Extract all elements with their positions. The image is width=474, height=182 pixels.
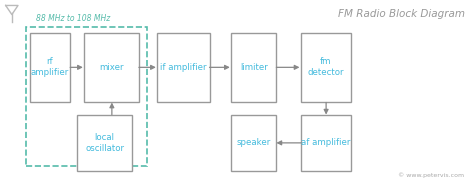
Bar [26,27,147,166]
Bar [231,115,276,171]
Bar [30,33,70,102]
Text: limiter: limiter [240,63,268,72]
Bar [77,115,132,171]
Text: FM Radio Block Diagram: FM Radio Block Diagram [337,9,465,19]
Bar [157,33,210,102]
Bar [301,33,351,102]
Text: fm
detector: fm detector [308,57,344,77]
Text: mixer: mixer [100,63,124,72]
Bar [301,115,351,171]
Text: 88 MHz to 108 MHz: 88 MHz to 108 MHz [36,14,110,23]
Text: rf
amplifier: rf amplifier [31,57,69,77]
Text: local
oscillator: local oscillator [85,133,124,153]
Text: af amplifier: af amplifier [301,138,351,147]
Bar [84,33,139,102]
Bar [231,33,276,102]
Text: if amplifier: if amplifier [160,63,207,72]
Text: speaker: speaker [237,138,271,147]
Text: © www.petervis.com: © www.petervis.com [398,173,465,178]
